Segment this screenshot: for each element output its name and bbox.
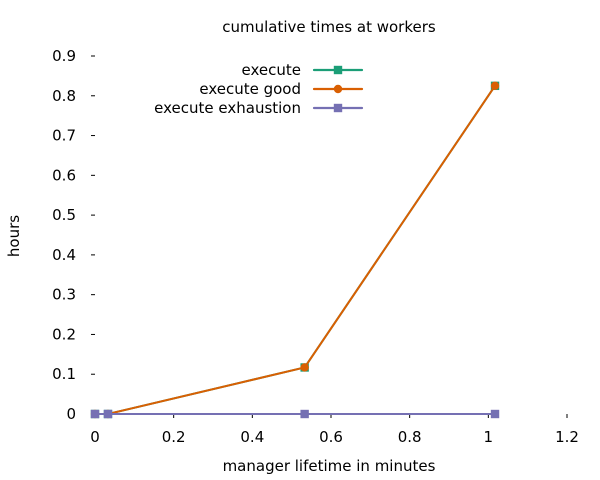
y-tick-label: 0.4 (52, 246, 76, 264)
series-execute (90, 81, 500, 419)
legend-label: execute (242, 61, 301, 79)
y-tick-label: 0.1 (52, 365, 76, 383)
data-point (103, 409, 113, 419)
y-tick-label: 0.5 (52, 206, 76, 224)
legend-label: execute exhaustion (154, 99, 301, 117)
y-tick-label: 0.8 (52, 87, 76, 105)
series-execute-good (90, 81, 500, 419)
y-axis-ticks: 0 0.1 0.2 0.3 0.4 0.5 0.6 0.7 0.8 0.9 (52, 47, 95, 423)
series-layer (90, 81, 500, 419)
legend-label: execute good (199, 80, 301, 98)
legend-marker (333, 84, 343, 94)
x-tick-label: 0.4 (240, 428, 264, 446)
y-tick-label: 0 (66, 405, 76, 423)
series-execute-exhaustion (90, 409, 500, 419)
y-axis-label: hours (5, 215, 23, 257)
x-tick-label: 0.2 (162, 428, 186, 446)
chart-title: cumulative times at workers (222, 18, 436, 36)
legend-marker (333, 65, 343, 75)
x-tick-label: 0.8 (398, 428, 422, 446)
series-line (94, 84, 497, 415)
y-tick-label: 0.6 (52, 166, 76, 184)
y-tick-label: 0.2 (52, 325, 76, 343)
legend-marker (333, 103, 343, 113)
data-point (300, 363, 309, 372)
x-axis-label: manager lifetime in minutes (223, 457, 436, 475)
data-point (490, 409, 500, 419)
y-tick-label: 0.9 (52, 47, 76, 65)
x-tick-label: 1.2 (555, 428, 579, 446)
series-line (94, 84, 497, 415)
x-tick-label: 1 (484, 428, 494, 446)
data-point (490, 81, 500, 91)
y-tick-label: 0.7 (52, 127, 76, 145)
x-tick-label: 0.6 (319, 428, 343, 446)
data-point (300, 409, 309, 419)
x-tick-label: 0 (90, 428, 100, 446)
x-axis-ticks: 0 0.2 0.4 0.6 0.8 1 1.2 (90, 414, 579, 446)
data-point (90, 409, 100, 419)
y-tick-label: 0.3 (52, 286, 76, 304)
